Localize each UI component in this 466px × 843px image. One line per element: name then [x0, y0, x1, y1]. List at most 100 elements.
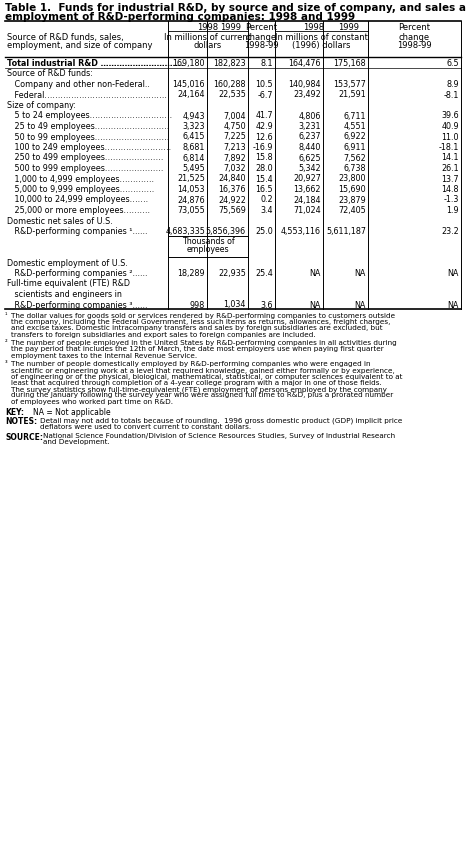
Text: 21,591: 21,591	[338, 90, 366, 99]
Text: 72,405: 72,405	[338, 206, 366, 215]
Text: 4,551: 4,551	[343, 122, 366, 131]
Text: 16.5: 16.5	[255, 185, 273, 194]
Text: 11.0: 11.0	[441, 132, 459, 142]
Text: NA: NA	[355, 269, 366, 278]
Text: 41.7: 41.7	[255, 111, 273, 121]
Text: 5,611,187: 5,611,187	[326, 227, 366, 236]
Text: In millions of current: In millions of current	[164, 33, 252, 42]
Text: NA: NA	[355, 300, 366, 309]
Text: the company, including the Federal Government, less such items as returns, allow: the company, including the Federal Gover…	[11, 319, 391, 325]
Text: 5,856,396: 5,856,396	[206, 227, 246, 236]
Text: Detail may not add to totals because of rounding.  1996 gross domestic product (: Detail may not add to totals because of …	[40, 417, 402, 424]
Text: NOTES:: NOTES:	[5, 417, 37, 427]
Text: 6,911: 6,911	[343, 143, 366, 152]
Text: Full-time equivalent (FTE) R&D: Full-time equivalent (FTE) R&D	[7, 280, 130, 288]
Text: Company and other non-Federal..: Company and other non-Federal..	[7, 80, 150, 89]
Text: ¹: ¹	[5, 313, 7, 319]
Text: 175,168: 175,168	[333, 59, 366, 68]
Text: employees: employees	[187, 244, 229, 254]
Text: 5,495: 5,495	[182, 164, 205, 173]
Text: 500 to 999 employees………………….: 500 to 999 employees………………….	[7, 164, 164, 173]
Text: -18.1: -18.1	[439, 143, 459, 152]
Text: 6,922: 6,922	[343, 132, 366, 142]
Text: 16,376: 16,376	[219, 185, 246, 194]
Text: 6,814: 6,814	[183, 153, 205, 163]
Text: 1998: 1998	[198, 23, 219, 32]
Text: employment taxes to the Internal Revenue Service.: employment taxes to the Internal Revenue…	[11, 352, 197, 359]
Text: -6.7: -6.7	[258, 90, 273, 99]
Text: 6,625: 6,625	[298, 153, 321, 163]
Text: 1998-99: 1998-99	[244, 41, 279, 50]
Text: SOURCE:: SOURCE:	[5, 433, 43, 442]
Text: 1.9: 1.9	[446, 206, 459, 215]
Text: 160,288: 160,288	[213, 80, 246, 89]
Text: change: change	[399, 33, 430, 42]
Text: 24,164: 24,164	[178, 90, 205, 99]
Text: and excise taxes. Domestic intracompany transfers and sales by foreign subsidiar: and excise taxes. Domestic intracompany …	[11, 325, 383, 331]
Text: 0.2: 0.2	[260, 196, 273, 205]
Text: 7,213: 7,213	[223, 143, 246, 152]
Text: 4,750: 4,750	[223, 122, 246, 131]
Text: 8.9: 8.9	[446, 80, 459, 89]
Text: 24,184: 24,184	[294, 196, 321, 205]
Text: 15,690: 15,690	[338, 185, 366, 194]
Text: 8.1: 8.1	[260, 59, 273, 68]
Text: 28.0: 28.0	[255, 164, 273, 173]
Text: ²: ²	[5, 341, 7, 346]
Text: The dollar values for goods sold or services rendered by R&D-performing companie: The dollar values for goods sold or serv…	[11, 313, 395, 319]
Text: NA = Not applicable: NA = Not applicable	[33, 408, 110, 417]
Text: 250 to 499 employees………………….: 250 to 499 employees………………….	[7, 153, 164, 163]
Text: scientific or engineering work at a level that required knowledge, gained either: scientific or engineering work at a leve…	[11, 368, 395, 373]
Text: 23.2: 23.2	[441, 227, 459, 236]
Text: 7,004: 7,004	[224, 111, 246, 121]
Text: Percent: Percent	[398, 23, 431, 32]
Text: 7,225: 7,225	[223, 132, 246, 142]
Text: employment, and size of company: employment, and size of company	[7, 41, 152, 50]
Text: employment of R&D-performing companies: 1998 and 1999: employment of R&D-performing companies: …	[5, 12, 355, 22]
Text: NA: NA	[448, 269, 459, 278]
Text: transfers to foreign subsidiaries and export sales to foreign companies are incl: transfers to foreign subsidiaries and ex…	[11, 331, 315, 337]
Text: 40.9: 40.9	[441, 122, 459, 131]
Text: NA: NA	[309, 269, 321, 278]
Text: 13.7: 13.7	[441, 175, 459, 184]
Text: during the January following the survey year who were assigned full time to R&D,: during the January following the survey …	[11, 392, 393, 399]
Text: 10.5: 10.5	[255, 80, 273, 89]
Text: 14,053: 14,053	[178, 185, 205, 194]
Text: 5,000 to 9,999 employees………….: 5,000 to 9,999 employees………….	[7, 185, 154, 194]
Text: 13,662: 13,662	[294, 185, 321, 194]
Text: dollars: dollars	[194, 41, 222, 50]
Text: 1998: 1998	[303, 23, 324, 32]
Text: the pay period that includes the 12th of March, the date most employers use when: the pay period that includes the 12th of…	[11, 346, 384, 352]
Text: 25 to 49 employees……………………….: 25 to 49 employees……………………….	[7, 122, 169, 131]
Text: and Development.: and Development.	[43, 439, 110, 445]
Text: 8,440: 8,440	[299, 143, 321, 152]
Text: 1,000 to 4,999 employees………….: 1,000 to 4,999 employees………….	[7, 175, 154, 184]
Text: 6,237: 6,237	[298, 132, 321, 142]
Text: 1998-99: 1998-99	[397, 41, 432, 50]
Text: ³: ³	[5, 362, 7, 368]
Text: 998: 998	[190, 300, 205, 309]
Text: 39.6: 39.6	[441, 111, 459, 121]
Text: -16.9: -16.9	[253, 143, 273, 152]
Text: Source of R&D funds, sales,: Source of R&D funds, sales,	[7, 33, 124, 42]
Text: 73,055: 73,055	[177, 206, 205, 215]
Text: 23,492: 23,492	[293, 90, 321, 99]
Text: NA: NA	[309, 300, 321, 309]
Text: 8,681: 8,681	[183, 143, 205, 152]
Text: 23,800: 23,800	[338, 175, 366, 184]
Text: 75,569: 75,569	[218, 206, 246, 215]
Text: 4,806: 4,806	[299, 111, 321, 121]
Text: 71,024: 71,024	[294, 206, 321, 215]
Text: 1999: 1999	[220, 23, 241, 32]
Text: -8.1: -8.1	[444, 90, 459, 99]
Text: 3,231: 3,231	[299, 122, 321, 131]
Text: Domestic employment of U.S.: Domestic employment of U.S.	[7, 259, 128, 267]
Text: Federal……………………………………….: Federal……………………………………….	[7, 90, 167, 99]
Text: KEY:: KEY:	[5, 408, 24, 417]
Text: 1,034: 1,034	[224, 300, 246, 309]
Text: In millions of constant: In millions of constant	[275, 33, 368, 42]
Text: 24,922: 24,922	[218, 196, 246, 205]
Text: (1996) dollars: (1996) dollars	[292, 41, 351, 50]
Text: 14.1: 14.1	[441, 153, 459, 163]
Text: 26.1: 26.1	[441, 164, 459, 173]
